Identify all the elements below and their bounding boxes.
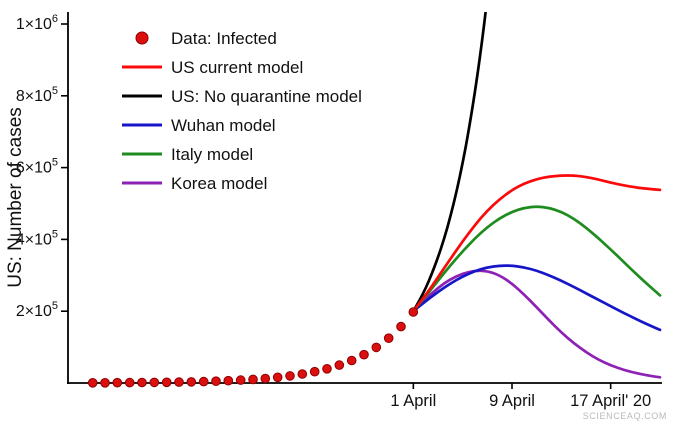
- legend-label: US: No quarantine model: [171, 87, 362, 106]
- scatter-point: [161, 377, 172, 388]
- x-tick-label: 9 April: [489, 392, 535, 410]
- series-lines: [411, 12, 662, 379]
- legend-label: Italy model: [171, 145, 253, 164]
- legend: Data: Infected US current model US: No qua…: [122, 29, 362, 193]
- legend-item-italy-model: Italy model: [122, 145, 253, 164]
- y-tick-label: 8×105: [16, 85, 58, 105]
- scatter-point: [100, 378, 110, 388]
- scatter-point: [235, 375, 246, 385]
- scatter-point: [272, 372, 283, 383]
- scatter-point: [359, 349, 369, 360]
- x-tick-label: 1 April: [390, 392, 436, 410]
- series-line-korea-model: [411, 269, 662, 379]
- y-tick-label: 4×105: [16, 228, 58, 248]
- legend-label: Wuhan model: [171, 116, 276, 135]
- watermark: SCIENCEAQ.COM: [582, 411, 667, 421]
- scatter-point: [198, 376, 209, 387]
- scatter-point: [174, 377, 184, 387]
- y-tick-label: 2×105: [16, 300, 58, 320]
- legend-item-us-current-model: US current model: [122, 58, 303, 77]
- scatter-point: [211, 376, 221, 387]
- scatter-point: [346, 355, 357, 366]
- scatter-point: [408, 307, 419, 317]
- scatter-point: [149, 377, 160, 388]
- y-tick-label: 1×106: [16, 13, 58, 33]
- legend-item-wuhan-model: Wuhan model: [122, 116, 276, 135]
- scatter-point: [297, 369, 308, 379]
- legend-label: US current model: [171, 58, 303, 77]
- scatter-point: [334, 360, 345, 370]
- scatter-point: [137, 377, 147, 388]
- legend-label: Data: Infected: [171, 29, 277, 48]
- x-tick-label: 17 April' 20: [570, 392, 651, 410]
- scatter-point: [309, 366, 320, 377]
- scatter-point: [396, 321, 406, 332]
- legend-item-us-no-quarantine-model: US: No quarantine model: [122, 87, 362, 106]
- scatter-data-infected: [87, 307, 419, 388]
- legend-label: Korea model: [171, 174, 267, 193]
- series-line-wuhan-model: [411, 264, 662, 332]
- scatter-point: [383, 333, 394, 344]
- y-axis-title: US: Number of cases: [5, 107, 26, 288]
- scatter-point: [87, 378, 98, 388]
- scatter-point: [260, 373, 271, 384]
- legend-item-korea-model: Korea model: [122, 174, 267, 193]
- scatter-point: [186, 377, 197, 387]
- scatter-point: [112, 377, 123, 388]
- series-line-us-current-model: [411, 174, 662, 313]
- scatter-point: [223, 375, 234, 386]
- legend-item-data-infected: Data: Infected: [135, 29, 277, 48]
- y-tick-label: 6×105: [16, 157, 58, 177]
- series-line-italy-model: [411, 205, 662, 313]
- legend-marker-dot: [135, 31, 149, 45]
- scatter-point: [371, 342, 382, 353]
- scatter-point: [248, 374, 258, 385]
- scatter-point: [285, 371, 295, 381]
- scatter-point: [322, 364, 332, 374]
- scatter-point: [124, 377, 135, 388]
- series-line-us-no-quarantine-model: [411, 12, 487, 313]
